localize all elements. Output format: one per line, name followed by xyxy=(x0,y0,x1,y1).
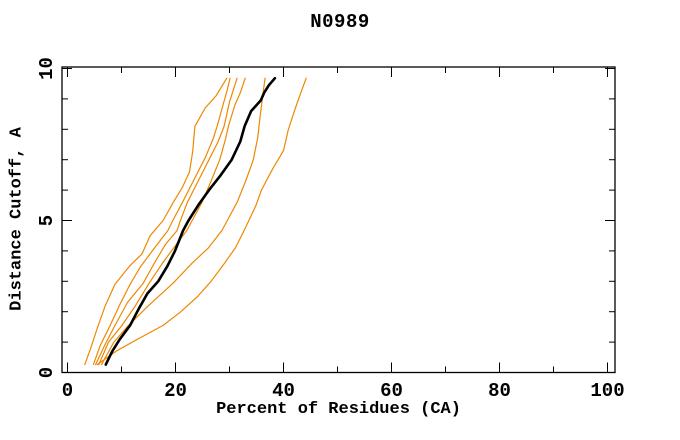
chart-title: N0989 xyxy=(310,11,370,33)
curve-orange-3 xyxy=(94,77,238,366)
curve-orange-2 xyxy=(92,77,231,366)
curve-orange-5 xyxy=(100,77,266,366)
curve-orange-1 xyxy=(84,77,228,366)
x-tick-label: 40 xyxy=(272,380,295,402)
y-tick-label: 5 xyxy=(36,215,58,226)
x-tick-label: 80 xyxy=(488,380,511,402)
x-axis-label: Percent of Residues (CA) xyxy=(216,400,461,419)
plot-frame xyxy=(61,66,616,374)
curve-orange-6 xyxy=(96,77,307,366)
x-tick-label: 20 xyxy=(164,380,187,402)
curve-black-reference xyxy=(104,76,277,366)
y-axis-label: Distance Cutoff, A xyxy=(7,127,27,311)
x-tick-label: 60 xyxy=(380,380,403,402)
x-tick-label: 0 xyxy=(62,380,73,402)
x-tick-label: 100 xyxy=(590,380,624,402)
y-tick-label: 10 xyxy=(36,57,58,80)
y-tick-label: 0 xyxy=(36,367,58,378)
curve-orange-4 xyxy=(98,77,246,366)
